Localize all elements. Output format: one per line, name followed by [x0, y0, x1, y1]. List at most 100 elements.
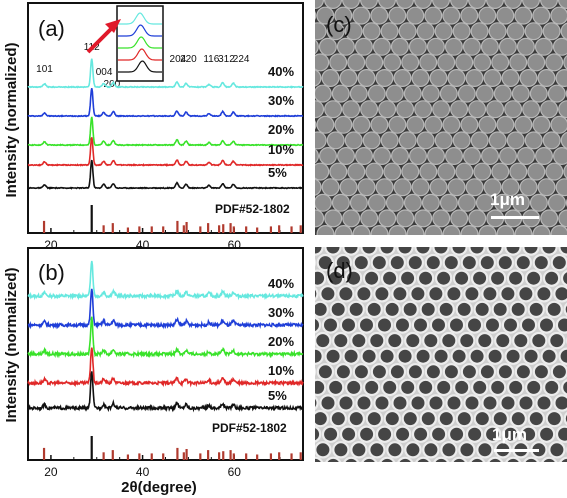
sem-pore	[315, 247, 324, 256]
sem-pore	[514, 363, 533, 381]
sem-pore	[393, 425, 412, 443]
sem-pore	[319, 394, 337, 412]
sem-sphere	[452, 22, 471, 41]
sem-pore	[553, 394, 567, 412]
sem-pore	[315, 456, 324, 462]
sem-sphere	[488, 131, 507, 150]
sem-sphere	[414, 100, 433, 119]
sem-sphere	[375, 68, 394, 87]
sem-sphere	[401, 53, 420, 72]
sem-sphere	[421, 193, 440, 212]
sem-sphere	[486, 0, 504, 9]
sem-pore	[437, 409, 456, 428]
scalebar-label-d: 1μm	[492, 425, 527, 444]
sem-pore	[468, 247, 486, 256]
panel-label-a: (a)	[38, 16, 65, 41]
sem-pore	[368, 331, 386, 350]
x-tick-label-40: 40	[136, 465, 150, 479]
sem-sphere	[349, 193, 368, 212]
sem-pore	[550, 253, 567, 272]
sem-pore	[398, 378, 417, 397]
miller-index-004: 004	[96, 67, 113, 78]
sem-sphere	[337, 147, 355, 166]
sem-sphere	[398, 22, 417, 41]
sem-sphere	[342, 209, 361, 228]
sem-pore	[352, 253, 371, 272]
sem-sphere	[516, 37, 535, 56]
sem-sphere	[452, 131, 471, 150]
sem-sphere	[334, 225, 353, 235]
sem-pore	[345, 378, 363, 397]
sem-pore	[315, 316, 322, 334]
series-label-20%: 20%	[268, 334, 294, 349]
sem-pore	[315, 286, 319, 301]
sem-sphere	[403, 193, 422, 212]
sem-pore	[319, 285, 337, 303]
sem-pore	[558, 347, 567, 365]
sem-pore	[440, 331, 458, 350]
sem-pore	[432, 347, 450, 365]
sem-pore	[458, 331, 476, 350]
sem-pore	[445, 285, 463, 303]
sem-sphere	[468, 100, 487, 119]
sem-pore	[537, 316, 556, 334]
sem-pore	[429, 425, 448, 443]
sem-sphere	[326, 131, 345, 150]
sem-sphere	[450, 209, 469, 228]
sem-pore	[327, 378, 345, 397]
sem-sphere	[378, 209, 397, 228]
sem-pore	[476, 441, 494, 459]
arrow-head	[105, 19, 121, 33]
sem-pore	[463, 285, 481, 303]
sem-sphere	[496, 6, 515, 25]
sem-pore	[535, 394, 553, 412]
sem-pore	[373, 394, 391, 412]
sem-sphere	[367, 193, 386, 212]
sem-sphere	[535, 147, 554, 166]
sem-pore	[550, 363, 567, 381]
sem-sphere	[463, 147, 482, 166]
sem-sphere	[532, 6, 551, 25]
panel-label-b: (b)	[38, 260, 65, 285]
sem-sphere	[442, 115, 461, 134]
sem-pore	[393, 316, 412, 334]
sem-sphere	[524, 131, 543, 150]
sem-sphere	[370, 6, 389, 25]
sem-sphere	[334, 6, 353, 25]
sem-pore	[355, 394, 373, 412]
sem-pore	[519, 316, 538, 334]
series-label-30%: 30%	[268, 305, 294, 320]
sem-pore	[517, 285, 535, 303]
series-line-40%	[27, 260, 304, 301]
sem-sphere	[532, 225, 551, 235]
sem-pore	[514, 253, 532, 272]
sem-pore	[332, 331, 350, 350]
sem-sphere	[315, 131, 327, 150]
series-label-30%: 30%	[268, 93, 294, 108]
sem-pore	[512, 331, 530, 350]
sem-pore	[561, 379, 567, 396]
sem-sphere	[398, 131, 417, 150]
sem-pore	[483, 316, 502, 334]
sem-sphere	[383, 162, 402, 181]
sem-pore	[532, 253, 550, 272]
sem-sphere	[315, 193, 332, 212]
sem-sphere	[360, 100, 379, 119]
sem-sphere	[380, 22, 399, 41]
sem-pore	[404, 331, 422, 350]
sem-pore	[476, 331, 494, 350]
sem-sphere	[321, 68, 340, 87]
series-label-10%: 10%	[268, 363, 294, 378]
sem-sphere	[403, 84, 422, 103]
sem-pore	[468, 347, 486, 365]
sem-sphere	[416, 22, 435, 41]
sem-pore	[334, 253, 352, 272]
sem-sphere	[517, 147, 536, 166]
scalebar-d	[494, 449, 539, 452]
sem-sphere	[406, 225, 425, 235]
sem-sphere	[365, 53, 384, 72]
sem-sphere	[315, 119, 317, 130]
sem-sphere	[547, 84, 566, 103]
inset-series-line	[118, 48, 162, 61]
sem-pore	[342, 247, 360, 256]
